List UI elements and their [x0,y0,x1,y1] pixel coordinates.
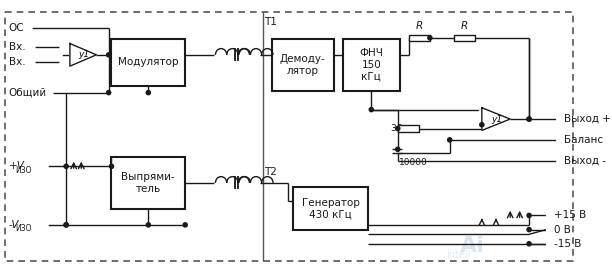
Text: Модулятор: Модулятор [118,57,179,67]
Circle shape [527,242,531,246]
Polygon shape [70,43,96,66]
Circle shape [547,212,553,219]
Circle shape [183,223,187,227]
Circle shape [25,25,32,32]
Text: intell...: intell... [446,250,480,260]
Text: T1: T1 [264,17,277,27]
Circle shape [28,59,34,66]
Circle shape [428,36,432,40]
Text: ИЗО: ИЗО [15,224,32,233]
Circle shape [557,116,564,122]
Text: ОС: ОС [9,23,24,33]
Bar [343,39,400,91]
Text: Вх.: Вх. [9,42,25,52]
Circle shape [527,117,531,121]
Circle shape [527,213,531,218]
Bar [111,157,185,209]
Text: Аі: Аі [460,236,485,256]
Circle shape [527,117,531,121]
Bar [111,39,185,86]
Text: 10000: 10000 [398,158,427,167]
Text: -15 В: -15 В [554,239,581,249]
Text: Выпрями-
тель: Выпрями- тель [121,172,175,194]
Bar [293,187,368,230]
Text: T2: T2 [264,166,277,177]
Circle shape [557,157,564,164]
Circle shape [106,53,111,57]
Circle shape [146,223,151,227]
Bar [272,39,334,91]
Circle shape [527,227,531,232]
Text: у1: у1 [78,50,89,59]
Bar [409,35,430,41]
Text: -V: -V [9,220,19,230]
Text: Общий: Общий [9,88,47,98]
Circle shape [547,226,553,233]
Polygon shape [482,108,510,130]
Text: R: R [416,21,423,31]
Text: R: R [461,21,468,31]
Text: 0 В: 0 В [554,225,570,235]
Circle shape [447,138,452,142]
Text: ИЗО: ИЗО [15,166,32,175]
Circle shape [55,51,62,58]
Text: +V: +V [9,161,24,171]
Text: Баланс: Баланс [564,135,603,145]
Circle shape [64,223,68,227]
Circle shape [480,123,484,127]
Bar [398,125,419,132]
Text: Вх.: Вх. [9,57,25,67]
Text: Выход +: Выход + [564,114,611,124]
Text: у1: у1 [491,115,502,123]
Circle shape [28,44,34,51]
Circle shape [41,222,48,228]
Circle shape [46,89,53,96]
Circle shape [396,126,400,131]
Circle shape [41,163,48,170]
Circle shape [106,90,111,95]
Text: Генератор
430 кГц: Генератор 430 кГц [302,197,360,219]
Text: +15 В: +15 В [554,210,586,221]
Text: 33 к: 33 к [391,124,411,133]
Circle shape [64,164,68,168]
Circle shape [369,108,373,112]
Circle shape [479,110,485,117]
Bar [455,35,476,41]
Circle shape [146,90,151,95]
Circle shape [64,223,68,227]
Circle shape [396,147,400,152]
Text: ФНЧ
150
кГц: ФНЧ 150 кГц [359,48,383,81]
Text: Выход -: Выход - [564,156,606,166]
Text: Демоду-
лятор: Демоду- лятор [280,54,326,76]
Circle shape [547,240,553,247]
Circle shape [557,137,564,143]
Circle shape [110,164,114,168]
